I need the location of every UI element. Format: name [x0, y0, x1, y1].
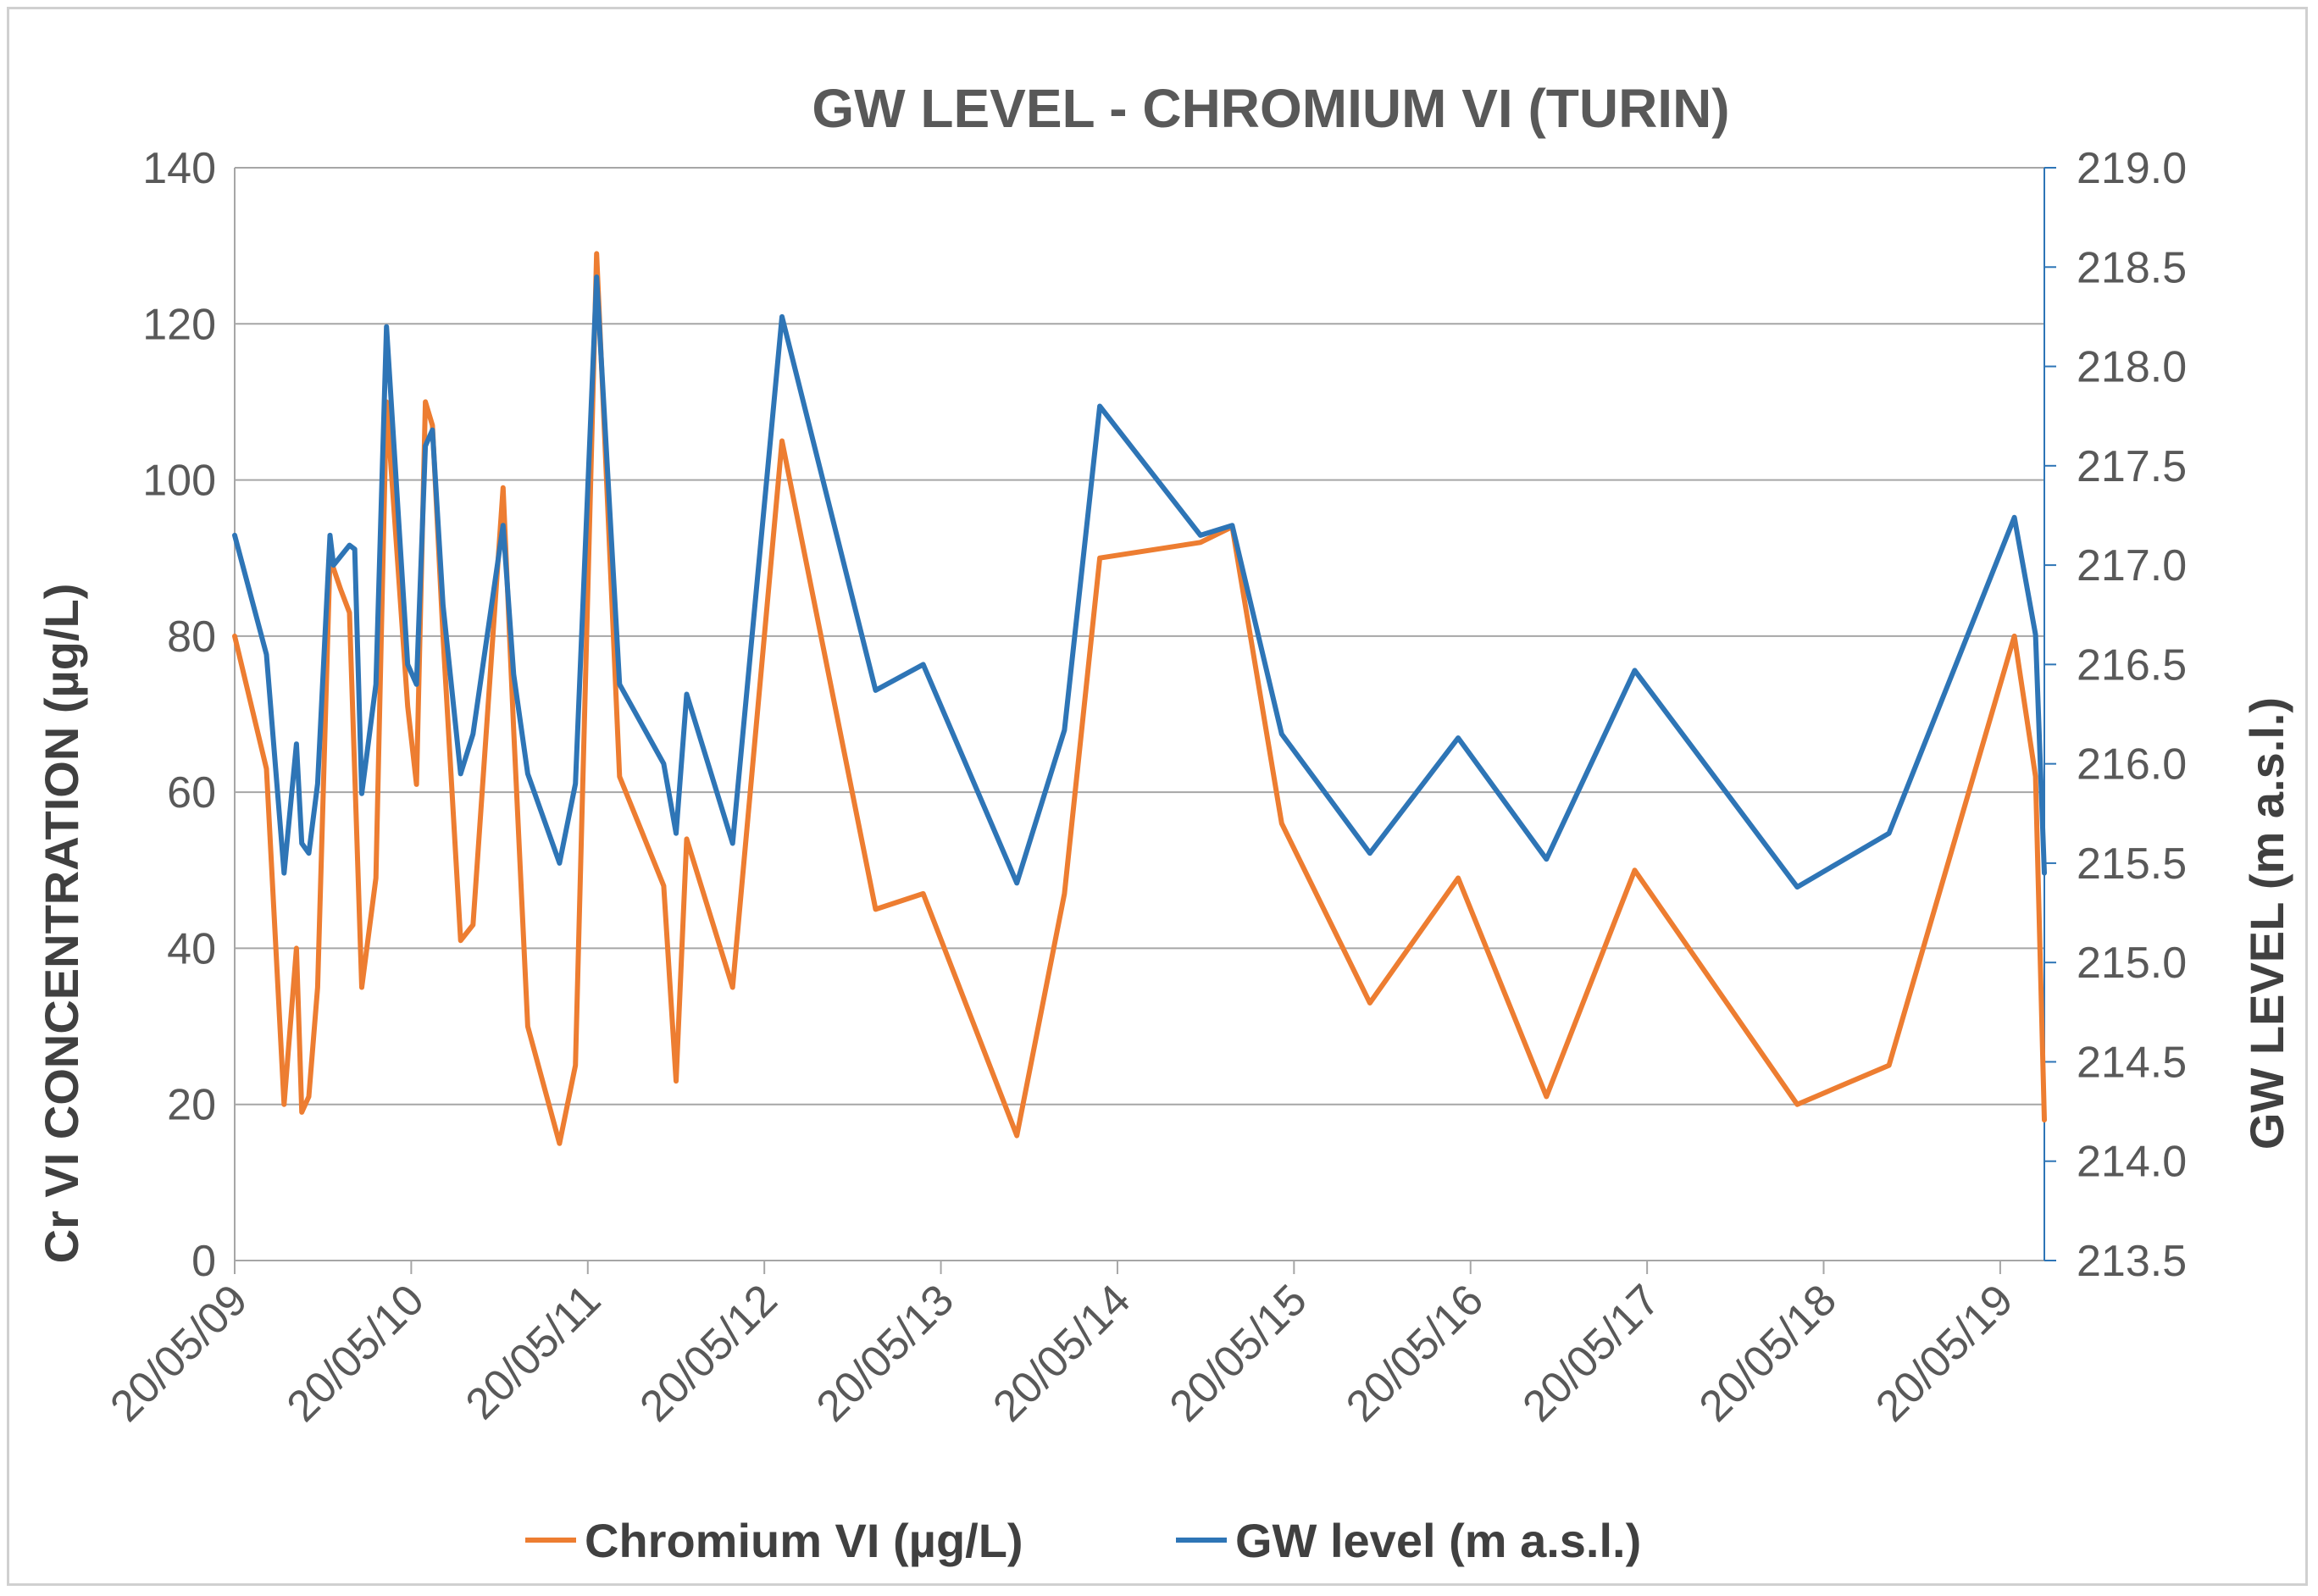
series-line-chromium [232, 251, 2047, 1146]
x-tick-label: 20/05/13 [807, 1275, 963, 1431]
legend-label-gw-level: GW level (m a.s.l.) [1235, 1514, 1641, 1567]
right-tick-label: 219.0 [2077, 144, 2187, 193]
x-tick-label: 20/05/12 [631, 1275, 787, 1431]
right-tick-label: 217.0 [2077, 541, 2187, 590]
right-tick-label: 214.5 [2077, 1038, 2187, 1087]
x-tick-label: 20/05/19 [1866, 1275, 2022, 1431]
x-tick-label: 20/05/15 [1161, 1275, 1317, 1431]
gridlines [235, 167, 2044, 1106]
axes [234, 168, 2045, 1261]
right-tick-label: 215.0 [2077, 939, 2187, 988]
left-tick-label: 20 [167, 1081, 216, 1130]
left-tick-label: 80 [167, 612, 216, 662]
right-tick-label: 213.5 [2077, 1237, 2187, 1286]
left-tick-label: 0 [191, 1237, 216, 1286]
right-tick-label: 217.5 [2077, 442, 2187, 491]
right-tick-label: 216.5 [2077, 640, 2187, 690]
series-line-gw-level [232, 274, 2047, 890]
legend-label-chromium: Chromium VI (µg/L) [585, 1514, 1023, 1567]
left-tick-label: 120 [142, 300, 216, 349]
left-axis-title: Cr VI CONCENTRATION (µg/L) [35, 584, 88, 1264]
legend: Chromium VI (µg/L) GW level (m a.s.l.) [525, 1514, 1641, 1567]
x-tick-label: 20/05/14 [984, 1275, 1140, 1431]
right-tick-label: 215.5 [2077, 840, 2187, 889]
right-tick-label: 218.0 [2077, 343, 2187, 392]
chart-frame [7, 7, 2308, 1586]
right-tick-label: 216.0 [2077, 740, 2187, 790]
x-tick-label: 20/05/11 [457, 1275, 610, 1428]
x-axis-ticks: 20/05/09 20/05/10 20/05/11 20/05/12 20/05/13… [101, 1261, 2022, 1432]
x-tick-label: 20/05/17 [1513, 1275, 1669, 1431]
right-axis-title: GW LEVEL (m a.s.l.) [2240, 697, 2293, 1150]
x-tick-label: 20/05/09 [101, 1275, 257, 1431]
x-tick-label: 20/05/10 [278, 1275, 434, 1431]
right-tick-label: 218.5 [2077, 243, 2187, 292]
left-tick-label: 60 [167, 768, 216, 817]
right-tick-label: 214.0 [2077, 1138, 2187, 1187]
left-tick-label: 140 [142, 144, 216, 193]
left-tick-label: 40 [167, 924, 216, 973]
left-axis-ticks: 0 20 40 60 80 100 120 140 [142, 144, 216, 1286]
series-lines [232, 251, 2047, 1146]
x-tick-label: 20/05/18 [1690, 1275, 1846, 1431]
right-axis-ticks: 213.5 214.0 214.5 215.0 215.5 216.0 216.5 217.0… [2044, 144, 2187, 1286]
x-tick-label: 20/05/16 [1337, 1275, 1493, 1431]
chart-title: GW LEVEL - CHROMIUM VI (TURIN) [812, 78, 1729, 139]
left-tick-label: 100 [142, 457, 216, 506]
